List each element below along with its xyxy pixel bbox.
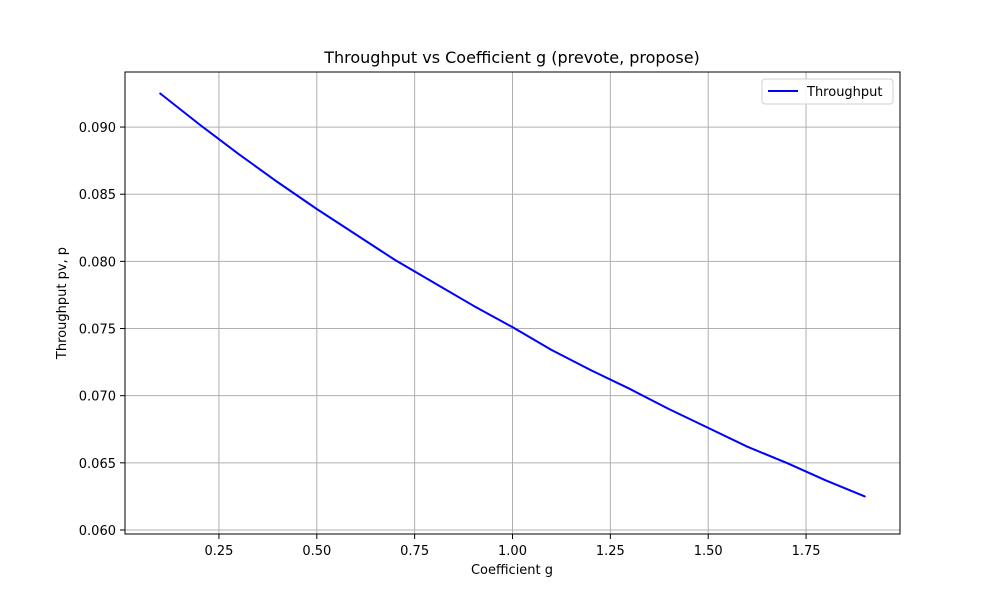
y-tick-label: 0.060 <box>79 524 116 539</box>
x-tick-label: 0.25 <box>204 544 233 559</box>
x-tick-label: 1.75 <box>792 544 821 559</box>
x-tick-label: 1.50 <box>694 544 723 559</box>
series-layer <box>159 92 866 498</box>
legend: Throughput <box>761 78 894 105</box>
legend-box <box>761 78 894 105</box>
y-tick-label: 0.085 <box>79 188 116 203</box>
y-tick-label: 0.065 <box>79 457 116 472</box>
ticks: 0.25 0.50 0.75 1.00 1.25 1.50 1.75 0.060 0.065 0.… <box>79 121 821 559</box>
y-axis-label: Throughput pv, p <box>55 247 70 360</box>
y-tick-label: 0.090 <box>79 121 116 136</box>
x-tick-label: 0.75 <box>400 544 429 559</box>
grid <box>125 72 900 534</box>
legend-label-throughput: Throughput <box>806 85 883 100</box>
y-tick-label: 0.075 <box>79 323 116 338</box>
x-axis-label: Coefficient g <box>471 563 553 578</box>
x-tick-label: 1.25 <box>596 544 625 559</box>
x-tick-label: 1.00 <box>498 544 527 559</box>
x-tick-label: 0.50 <box>302 544 331 559</box>
series-line-throughput <box>159 92 866 498</box>
chart-title: Throughput vs Coefficient g (prevote, pr… <box>323 48 700 67</box>
y-tick-label: 0.070 <box>79 390 116 405</box>
y-tick-label: 0.080 <box>79 255 116 270</box>
